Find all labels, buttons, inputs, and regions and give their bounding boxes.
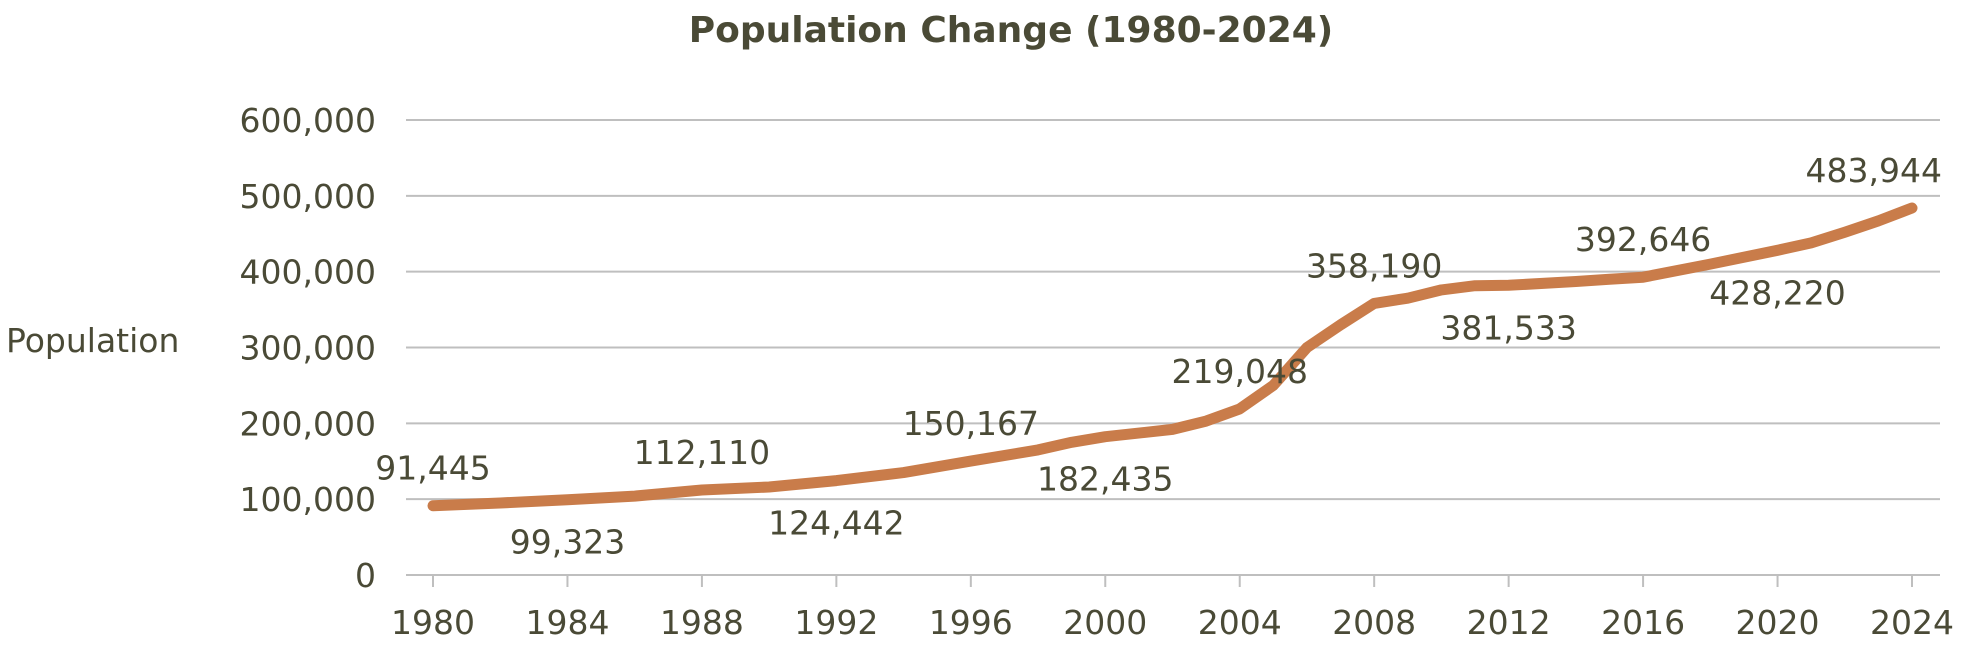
y-tick-label: 200,000 bbox=[240, 404, 376, 443]
axes: 0 100,000 200,000 300,000 400,000 500,000 600,… bbox=[240, 101, 1954, 642]
data-label: 124,442 bbox=[768, 504, 904, 543]
x-tick-label: 1984 bbox=[525, 603, 609, 642]
y-tick-label: 600,000 bbox=[240, 101, 376, 140]
y-tick-label: 100,000 bbox=[240, 480, 376, 519]
x-tick-label: 2004 bbox=[1198, 603, 1282, 642]
x-tick-label: 1988 bbox=[660, 603, 744, 642]
data-label: 91,445 bbox=[375, 449, 490, 488]
data-label: 219,048 bbox=[1171, 352, 1307, 391]
data-label: 182,435 bbox=[1037, 460, 1173, 499]
data-label: 150,167 bbox=[903, 404, 1039, 443]
y-tick-label: 500,000 bbox=[240, 177, 376, 216]
x-tick-label: 2020 bbox=[1736, 603, 1820, 642]
gridlines bbox=[406, 119, 1940, 501]
x-tick-label: 1992 bbox=[794, 603, 878, 642]
x-tick-label: 2012 bbox=[1467, 603, 1551, 642]
y-tick-label: 300,000 bbox=[240, 329, 376, 368]
x-tick-label: 2024 bbox=[1870, 603, 1954, 642]
data-label: 112,110 bbox=[634, 433, 770, 472]
x-tick-label: 2016 bbox=[1601, 603, 1685, 642]
x-tick-label: 1996 bbox=[929, 603, 1013, 642]
series-layer bbox=[427, 202, 1918, 512]
y-tick-label: 400,000 bbox=[240, 253, 376, 292]
y-tick-label: 0 bbox=[355, 556, 376, 595]
y-axis-label: Population bbox=[6, 321, 179, 360]
x-tick-label: 2008 bbox=[1332, 603, 1416, 642]
population-series-line bbox=[427, 202, 1918, 512]
data-label: 358,190 bbox=[1306, 246, 1442, 285]
data-label: 99,323 bbox=[510, 523, 625, 562]
data-label: 428,220 bbox=[1709, 273, 1845, 312]
x-tick-label: 1980 bbox=[391, 603, 475, 642]
data-label: 381,533 bbox=[1440, 309, 1576, 348]
data-label: 483,944 bbox=[1806, 151, 1942, 190]
data-labels: 91,445 99,323 112,110 124,442 150,167 182,435… bbox=[375, 151, 1942, 562]
x-tick-label: 2000 bbox=[1063, 603, 1147, 642]
data-label: 392,646 bbox=[1575, 220, 1711, 259]
chart-title: Population Change (1980-2024) bbox=[689, 10, 1334, 51]
